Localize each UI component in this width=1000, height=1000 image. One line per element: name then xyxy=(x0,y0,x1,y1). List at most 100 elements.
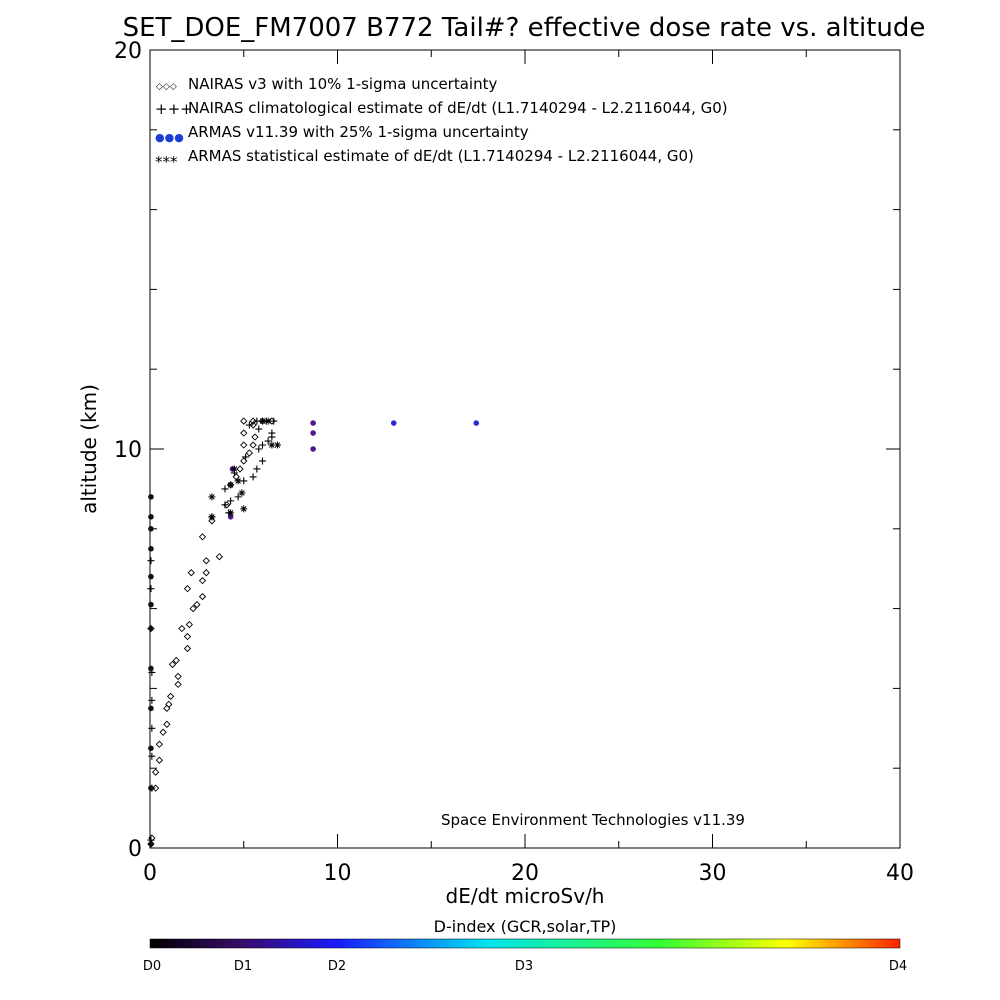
data-point xyxy=(202,557,210,565)
colorbar-label-d4: D4 xyxy=(889,959,907,974)
x-tick-label: 20 xyxy=(511,861,539,886)
data-point xyxy=(227,514,234,520)
legend-symbol-nairas: ◇◇◇ xyxy=(156,82,177,92)
data-point xyxy=(172,656,180,665)
data-point xyxy=(259,457,266,465)
x-tick-label: 30 xyxy=(699,861,727,886)
data-point xyxy=(268,429,276,437)
data-point xyxy=(193,600,201,609)
data-point xyxy=(249,417,257,425)
data-point xyxy=(268,441,276,449)
y-tick-label: 0 xyxy=(128,837,142,862)
plot-frame xyxy=(149,49,901,849)
x-axis-label: dE/dt microSv/h xyxy=(446,884,605,908)
data-point xyxy=(264,417,272,425)
colorbar-title: D-index (GCR,solar,TP) xyxy=(434,917,617,936)
legend-label-armas: ARMAS v11.39 with 25% 1-sigma uncertaint… xyxy=(188,123,529,141)
data-point xyxy=(208,513,216,521)
x-tick-label: 10 xyxy=(324,861,352,886)
data-point xyxy=(259,417,266,425)
data-point xyxy=(227,509,235,517)
data-point xyxy=(159,728,167,736)
colorbar-label-d0: D0 xyxy=(143,959,161,974)
data-point xyxy=(240,505,248,513)
data-point xyxy=(240,429,248,437)
data-point xyxy=(148,665,154,672)
y-axis-label: altitude (km) xyxy=(77,384,101,514)
data-point xyxy=(163,720,171,728)
data-point xyxy=(148,545,154,552)
colorbar xyxy=(149,938,901,949)
data-point xyxy=(148,696,156,704)
data-point xyxy=(238,489,246,497)
y-tick-label: 10 xyxy=(114,438,142,463)
data-point xyxy=(251,433,259,441)
data-point xyxy=(183,632,192,641)
credit-text: Space Environment Technologies v11.39 xyxy=(441,811,745,829)
data-point xyxy=(208,493,216,501)
data-point xyxy=(148,494,154,500)
data-point xyxy=(148,834,156,842)
data-point xyxy=(148,514,154,520)
data-point xyxy=(242,453,250,461)
data-point xyxy=(240,441,248,449)
data-point xyxy=(234,477,242,485)
data-point xyxy=(245,449,254,457)
data-point xyxy=(264,437,272,445)
data-point xyxy=(189,604,197,613)
data-point xyxy=(245,421,253,429)
data-point xyxy=(249,421,257,429)
data-point xyxy=(234,493,242,501)
data-point xyxy=(310,446,316,452)
axis-ticks xyxy=(149,49,901,849)
data-point xyxy=(174,672,182,681)
data-point xyxy=(274,441,281,449)
data-point xyxy=(227,497,235,505)
data-point xyxy=(198,577,207,585)
data-point xyxy=(151,768,160,776)
data-point xyxy=(174,680,182,689)
data-point xyxy=(310,430,316,436)
colorbar-label-d3: D3 xyxy=(515,959,533,974)
chart-title: SET_DOE_FM7007 B772 Tail#? effective dos… xyxy=(123,13,926,43)
data-point xyxy=(183,644,192,653)
data-point xyxy=(151,784,160,792)
data-point xyxy=(249,441,257,449)
x-tick-label: 40 xyxy=(886,861,914,886)
data-point xyxy=(148,785,154,791)
data-point xyxy=(198,533,207,541)
series-dot xyxy=(148,420,480,847)
data-point xyxy=(155,740,164,748)
data-point xyxy=(249,473,257,481)
legend-label-nairas-clim: NAIRAS climatological estimate of dE/dt … xyxy=(188,99,728,117)
data-point xyxy=(259,441,266,449)
colorbar-label-d2: D2 xyxy=(328,959,346,974)
data-point xyxy=(240,417,248,425)
data-point xyxy=(148,526,154,532)
tick-labels: 0 10 20 30 40 0 10 20 xyxy=(114,39,914,886)
y-tick-label: 20 xyxy=(114,39,142,64)
series-diamond xyxy=(147,417,276,848)
data-point xyxy=(148,841,154,847)
legend-symbol-nairas-clim: +++ xyxy=(155,100,193,118)
legend-symbol-armas-stat: *** xyxy=(155,153,178,171)
data-point xyxy=(255,445,263,453)
data-point xyxy=(255,425,263,433)
data-point xyxy=(390,420,397,426)
data-point xyxy=(253,465,261,473)
legend-label-nairas: NAIRAS v3 with 10% 1-sigma uncertainty xyxy=(188,75,497,93)
data-point xyxy=(178,624,186,633)
data-point xyxy=(198,592,207,601)
colorbar-label-d1: D1 xyxy=(234,959,252,974)
data-point xyxy=(165,700,173,708)
data-point xyxy=(148,724,156,732)
legend-symbol-armas: ●●● xyxy=(155,131,184,144)
series-layer xyxy=(147,417,480,848)
data-point xyxy=(230,465,238,473)
data-point xyxy=(187,569,195,577)
data-point xyxy=(148,573,154,580)
data-point xyxy=(227,481,235,489)
data-point xyxy=(202,569,210,577)
series-asterisk xyxy=(208,417,281,521)
